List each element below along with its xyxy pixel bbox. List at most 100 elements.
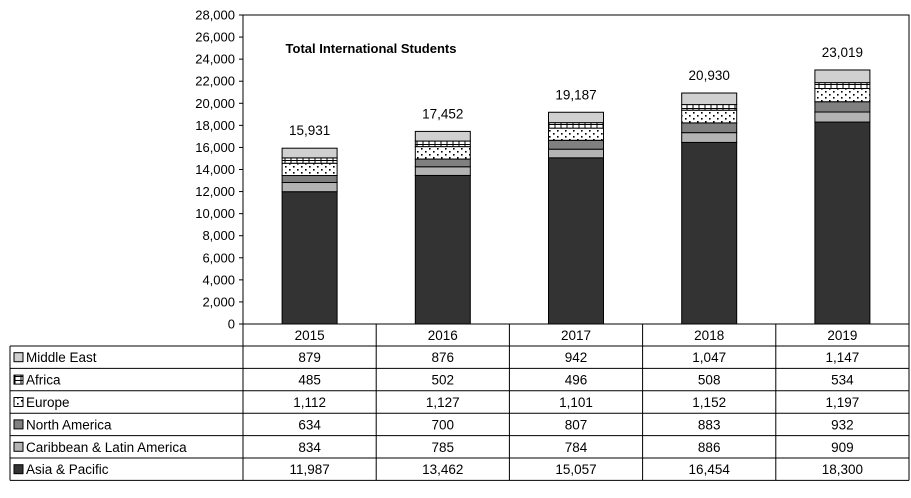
table-cell: 876 <box>432 350 455 365</box>
bar-stack-2018 <box>681 92 738 325</box>
bar-segment-caribbean-latin-america <box>814 111 871 123</box>
table-cell: 1,047 <box>692 350 726 365</box>
y-tick-label: 28,000 <box>195 8 235 23</box>
bar-segment-europe <box>814 88 871 103</box>
category-label: 2016 <box>428 328 458 343</box>
table-cell: 1,127 <box>426 395 460 410</box>
bar-segment-middle-east <box>548 111 604 124</box>
category-label: 2018 <box>694 328 724 343</box>
y-axis: 0 2,000 4,000 6,000 8,000 10,000 12,000 14,000 1… <box>195 8 243 332</box>
bar-segment-asia-pacific <box>681 141 738 325</box>
legend-key <box>13 464 24 475</box>
y-tick-label: 24,000 <box>195 52 235 67</box>
legend-label: Africa <box>26 373 61 388</box>
table-cell: 834 <box>298 440 321 455</box>
total-label: 19,187 <box>555 87 596 102</box>
y-tick-label: 10,000 <box>195 206 235 221</box>
data-table: 2015 2016 2017 2018 2019 Middle East 879 876 942… <box>9 324 910 481</box>
total-label: 17,452 <box>422 106 463 121</box>
bar-segment-caribbean-latin-america <box>414 166 471 176</box>
legend-label: Caribbean & Latin America <box>26 440 187 455</box>
category-label: 2015 <box>295 328 325 343</box>
legend-key <box>13 441 24 452</box>
y-tick-label: 18,000 <box>195 118 235 133</box>
bar-segment-africa <box>814 82 871 90</box>
bar-segment-asia-pacific <box>548 157 604 325</box>
bar-segment-north-america <box>414 158 471 168</box>
stacked-bars <box>281 69 871 325</box>
table-cell: 15,057 <box>555 462 596 477</box>
y-tick-label: 22,000 <box>195 74 235 89</box>
bar-stack-2015 <box>281 147 338 325</box>
table-cell: 1,197 <box>826 395 860 410</box>
table-cell: 1,152 <box>692 395 726 410</box>
legend-key <box>13 419 24 430</box>
table-cell: 700 <box>432 417 455 432</box>
total-labels: 15,931 17,452 19,187 20,930 23,019 <box>289 45 863 138</box>
y-tick-label: 14,000 <box>195 162 235 177</box>
legend-key <box>13 397 24 407</box>
bar-segment-europe <box>681 109 738 124</box>
bar-segment-north-america <box>681 122 738 134</box>
category-label: 2017 <box>561 328 591 343</box>
bar-segment-north-america <box>281 175 338 184</box>
bar-segment-africa <box>281 157 338 164</box>
bar-segment-middle-east <box>681 92 738 106</box>
table-row: Africa 485 502 496 508 534 <box>13 373 854 388</box>
y-tick-label: 6,000 <box>202 250 235 265</box>
bar-segment-africa <box>414 140 471 148</box>
table-row: Caribbean & Latin America 834 785 784 886 909 <box>13 440 854 455</box>
y-tick-label: 20,000 <box>195 96 235 111</box>
table-cell: 1,101 <box>559 395 593 410</box>
category-label: 2019 <box>827 328 857 343</box>
bar-segment-north-america <box>548 139 604 150</box>
table-cell: 785 <box>432 440 455 455</box>
bar-segment-middle-east <box>414 130 471 142</box>
table-cell: 784 <box>565 440 588 455</box>
y-tick-label: 8,000 <box>202 228 235 243</box>
table-row: North America 634 700 807 883 932 <box>13 417 854 432</box>
table-cell: 11,987 <box>289 462 329 477</box>
table-row: Europe 1,112 1,127 1,101 1,152 1,197 <box>13 395 860 410</box>
bar-segment-north-america <box>814 101 871 113</box>
bar-segment-africa <box>681 104 738 111</box>
bar-stack-2016 <box>414 130 471 325</box>
bar-segment-asia-pacific <box>814 121 871 325</box>
total-label: 20,930 <box>689 68 730 83</box>
bar-segment-middle-east <box>814 69 871 84</box>
table-cell: 932 <box>831 417 854 432</box>
table-cell: 1,147 <box>826 350 860 365</box>
total-label: 23,019 <box>822 45 863 60</box>
y-tick-label: 4,000 <box>202 272 235 287</box>
table-cell: 883 <box>698 417 721 432</box>
legend-label: Europe <box>26 395 70 410</box>
chart-title: Total International Students <box>286 41 457 56</box>
bar-segment-caribbean-latin-america <box>681 132 738 143</box>
table-cell: 502 <box>432 373 455 388</box>
bar-segment-asia-pacific <box>414 174 471 325</box>
table-cell: 508 <box>698 373 721 388</box>
table-cell: 485 <box>298 373 321 388</box>
table-cell: 807 <box>565 417 588 432</box>
y-tick-label: 26,000 <box>195 30 235 45</box>
table-cell: 18,300 <box>822 462 863 477</box>
table-cell: 909 <box>831 440 854 455</box>
legend-label: North America <box>26 417 112 432</box>
table-row: Asia & Pacific 11,987 13,462 15,057 16,454 18… <box>13 462 863 477</box>
bar-segment-africa <box>548 122 604 129</box>
table-cell: 534 <box>831 373 854 388</box>
y-tick-label: 16,000 <box>195 140 235 155</box>
legend-key <box>13 352 24 363</box>
legend-key <box>13 374 24 385</box>
table-cell: 16,454 <box>689 462 731 477</box>
bar-segment-middle-east <box>281 147 338 159</box>
y-tick-label: 0 <box>228 317 235 332</box>
table-row: Middle East 879 876 942 1,047 1,147 <box>13 350 860 365</box>
bar-segment-europe <box>414 146 471 160</box>
bar-segment-caribbean-latin-america <box>281 182 338 193</box>
table-cell: 879 <box>298 350 321 365</box>
total-label: 15,931 <box>289 123 330 138</box>
y-tick-label: 12,000 <box>195 184 235 199</box>
bar-stack-2017 <box>548 111 604 325</box>
